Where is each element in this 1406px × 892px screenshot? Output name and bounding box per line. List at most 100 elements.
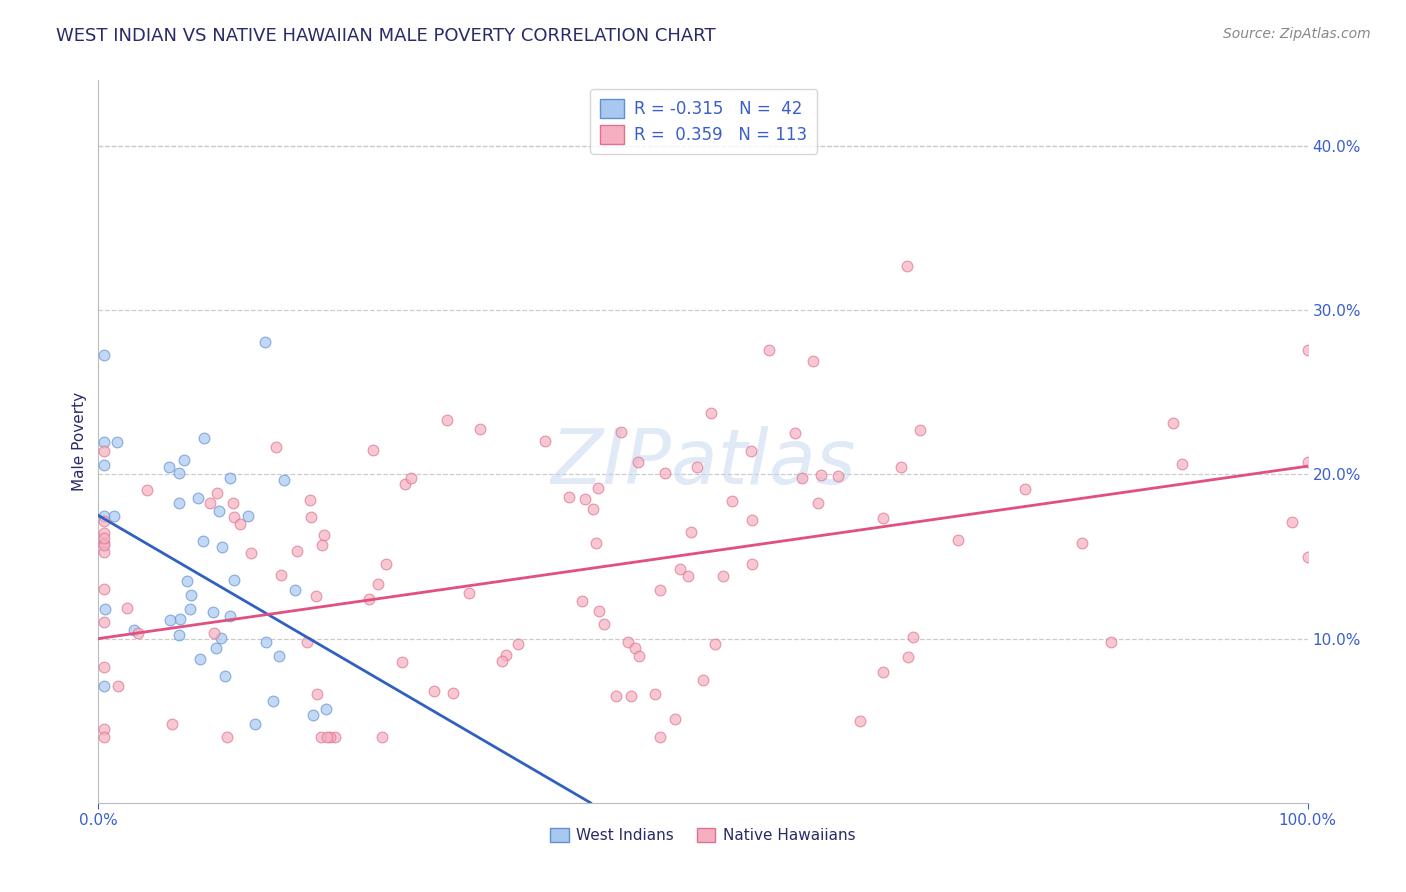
Point [93,509,115,524]
Point [315,702,337,716]
Point [202,605,225,619]
Point [1171,458,1194,472]
Point [305,589,328,603]
Point [93,531,115,545]
Point [903,630,925,644]
Point [624,640,647,655]
Point [224,509,246,524]
Point [617,634,640,648]
Point [93,514,115,528]
Legend: West Indians, Native Hawaiians: West Indians, Native Hawaiians [544,822,862,849]
Point [176,574,198,589]
Point [620,689,643,703]
Point [872,511,894,525]
Point [644,687,666,701]
Point [692,673,714,687]
Point [807,495,830,509]
Point [401,470,423,484]
Point [93,615,115,630]
Point [305,687,328,701]
Point [107,679,129,693]
Point [214,669,236,683]
Point [222,495,245,509]
Point [273,473,295,487]
Point [93,722,115,736]
Point [315,730,337,744]
Point [284,583,307,598]
Point [311,538,333,552]
Point [627,454,650,468]
Point [1099,635,1122,649]
Point [741,557,763,571]
Point [301,510,323,524]
Point [240,546,263,560]
Point [103,508,125,523]
Point [650,583,672,598]
Point [187,491,209,505]
Point [229,516,252,531]
Point [676,569,699,583]
Point [179,602,201,616]
Point [105,435,128,450]
Point [785,426,807,441]
Point [897,649,920,664]
Point [319,730,342,744]
Point [711,569,734,583]
Point [191,534,214,549]
Point [585,536,607,550]
Point [243,716,266,731]
Point [1296,455,1319,469]
Point [827,469,849,483]
Point [371,730,394,744]
Point [367,577,389,591]
Point [700,406,723,420]
Point [205,486,228,500]
Point [180,588,202,602]
Point [423,683,446,698]
Text: Source: ZipAtlas.com: Source: ZipAtlas.com [1223,27,1371,41]
Point [93,444,115,458]
Point [208,504,231,518]
Point [1296,550,1319,565]
Point [946,533,969,548]
Point [605,690,627,704]
Point [361,442,384,457]
Point [889,460,911,475]
Point [267,648,290,663]
Point [664,712,686,726]
Point [270,568,292,582]
Point [582,501,605,516]
Point [704,636,727,650]
Point [574,492,596,507]
Point [215,730,238,744]
Point [93,582,115,596]
Point [1296,343,1319,357]
Point [160,716,183,731]
Point [491,654,513,668]
Point [436,412,458,426]
Point [93,539,115,553]
Point [872,665,894,680]
Point [173,453,195,467]
Point [287,544,309,558]
Point [792,471,814,485]
Point [848,714,870,728]
Point [679,524,702,539]
Point [167,466,190,480]
Point [1070,535,1092,549]
Point [127,625,149,640]
Point [122,623,145,637]
Point [167,628,190,642]
Point [205,640,228,655]
Point [758,343,780,358]
Point [93,535,115,549]
Point [740,443,762,458]
Point [506,637,529,651]
Point [470,422,492,436]
Text: WEST INDIAN VS NATIVE HAWAIIAN MALE POVERTY CORRELATION CHART: WEST INDIAN VS NATIVE HAWAIIAN MALE POVE… [56,27,716,45]
Point [457,586,479,600]
Point [302,708,325,723]
Point [218,471,240,485]
Point [908,423,931,437]
Point [262,694,284,708]
